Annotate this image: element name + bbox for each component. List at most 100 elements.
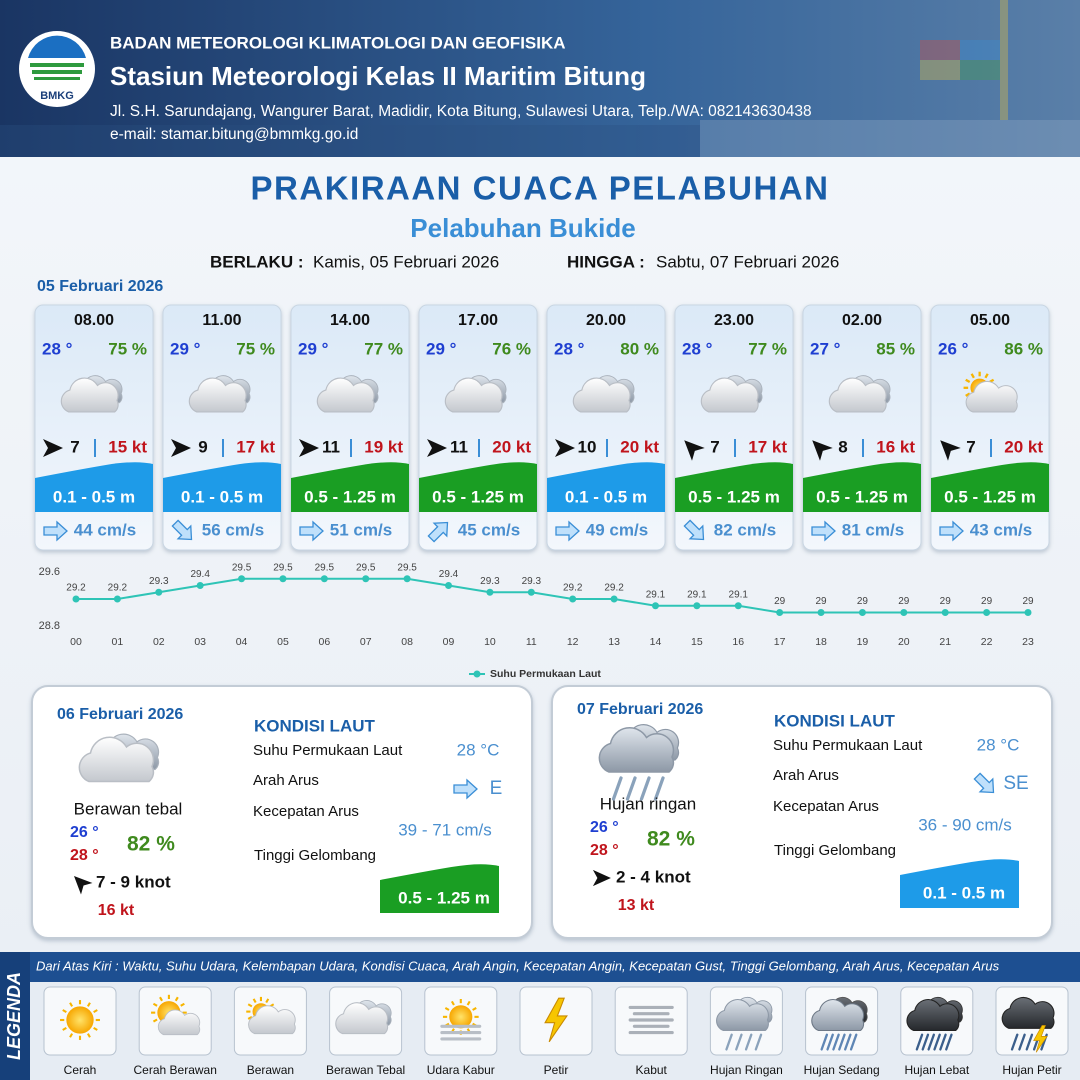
legend-item: Hujan Lebat	[904, 1063, 969, 1077]
cloud	[828, 377, 887, 413]
weather-icon	[444, 375, 507, 413]
title: PRAKIRAAN CUACA PELABUHAN	[251, 170, 830, 207]
gust: 17 kt	[236, 437, 275, 456]
current-speed: 39 - 71 cm/s	[398, 820, 492, 839]
weather-icon	[60, 1000, 100, 1040]
wave	[419, 462, 537, 512]
current-arrow	[299, 520, 324, 542]
rain	[939, 1033, 947, 1051]
current-arrow	[427, 521, 449, 543]
date: 07 Februari 2026	[577, 701, 703, 718]
row-label: Tinggi Gelombang	[774, 842, 896, 859]
sst: 28 °C	[457, 740, 500, 759]
humidity: 76 %	[492, 339, 531, 358]
point	[941, 609, 949, 616]
air-temp: 26 °	[938, 339, 969, 358]
weather-icon	[188, 375, 251, 413]
row-label: Suhu Permukaan Laut	[253, 742, 403, 759]
humidity: 77 %	[364, 339, 403, 358]
cloud	[444, 377, 503, 413]
point	[403, 575, 411, 583]
x-tick-label: 19	[857, 636, 869, 648]
legend-swatch	[473, 670, 481, 678]
wave-height: 0.1 - 0.5 m	[565, 487, 647, 506]
wind-speed: 8	[838, 437, 847, 456]
header-decor	[0, 0, 1080, 157]
current-arrow	[939, 520, 964, 542]
weather-icon	[963, 371, 1018, 413]
wind-speed: 7	[710, 437, 719, 456]
rain	[826, 1033, 834, 1051]
wind-arrow	[684, 440, 705, 461]
rain	[844, 1033, 852, 1051]
rain	[915, 1033, 924, 1051]
rain	[832, 1033, 840, 1051]
wave	[931, 462, 1049, 512]
weather-icon	[811, 996, 868, 1051]
wind-range: 2 - 4 knot	[616, 867, 691, 886]
data-label: 29.5	[315, 562, 335, 573]
sun-ray	[93, 1026, 98, 1031]
wind-arrow	[43, 439, 63, 457]
current-speed: 45 cm/s	[458, 520, 520, 539]
humidity: 82 %	[127, 833, 175, 856]
x-tick-label: 16	[732, 636, 744, 648]
cloud	[335, 1002, 389, 1035]
cloud	[700, 377, 759, 413]
sun-ray	[152, 1018, 158, 1023]
temp-min: 26 °	[590, 819, 619, 836]
valid-from-label: BERLAKU :	[210, 252, 304, 271]
time: 23.00	[714, 312, 754, 329]
rain	[820, 1033, 829, 1051]
data-label: 29	[981, 596, 993, 607]
agency: BADAN METEOROLOGI KLIMATOLOGI DAN GEOFIS…	[110, 33, 566, 52]
point	[362, 575, 370, 583]
temp-max: 28 °	[70, 847, 99, 864]
rain	[744, 1033, 753, 1051]
legend-item: Cerah Berawan	[134, 1063, 217, 1077]
wave-height: 0.1 - 0.5 m	[923, 883, 1005, 902]
legend-title: LEGENDA	[4, 972, 24, 1060]
bolt	[544, 997, 568, 1043]
point	[279, 575, 287, 583]
humidity: 82 %	[647, 828, 695, 851]
rain	[933, 1033, 941, 1051]
gust: 16 kt	[98, 902, 135, 919]
data-label: 29	[774, 596, 786, 607]
x-tick-label: 12	[567, 636, 579, 648]
email: e-mail: stamar.bitung@bmmkg.go.id	[110, 126, 358, 143]
time: 05.00	[970, 312, 1010, 329]
logo-stripe	[34, 77, 80, 80]
cloud	[248, 1005, 296, 1035]
wave	[547, 462, 665, 512]
wind-arrow	[555, 439, 575, 457]
logo-text: BMKG	[40, 90, 74, 102]
sun-ray	[965, 392, 971, 397]
humidity: 86 %	[1004, 339, 1043, 358]
weather-icon	[316, 375, 379, 413]
weather-icon	[1001, 996, 1055, 1053]
subtitle: Pelabuhan Bukide	[410, 213, 635, 243]
valid-until: Sabtu, 07 Februari 2026	[656, 252, 839, 271]
sun	[449, 1005, 473, 1029]
data-label: 29.5	[273, 562, 293, 573]
point	[155, 588, 163, 596]
point	[693, 602, 701, 610]
current-speed: 49 cm/s	[586, 520, 648, 539]
rain	[838, 1033, 846, 1051]
current-arrow	[683, 519, 705, 541]
wave-height: 0.1 - 0.5 m	[181, 487, 263, 506]
humidity: 85 %	[876, 339, 915, 358]
row-label: Arah Arus	[253, 772, 319, 789]
condition: Berawan tebal	[74, 799, 183, 818]
sun-ray	[69, 1002, 74, 1007]
time: 17.00	[458, 312, 498, 329]
cloud	[572, 377, 631, 413]
legend-item: Hujan Petir	[1002, 1063, 1061, 1077]
wind-arrow	[940, 440, 961, 461]
x-tick-label: 10	[484, 636, 496, 648]
content: BMKG BADAN METEOROLOGI KLIMATOLOGI DAN GE…	[4, 33, 1069, 1077]
rain	[1018, 1033, 1026, 1051]
wave	[900, 859, 1019, 908]
